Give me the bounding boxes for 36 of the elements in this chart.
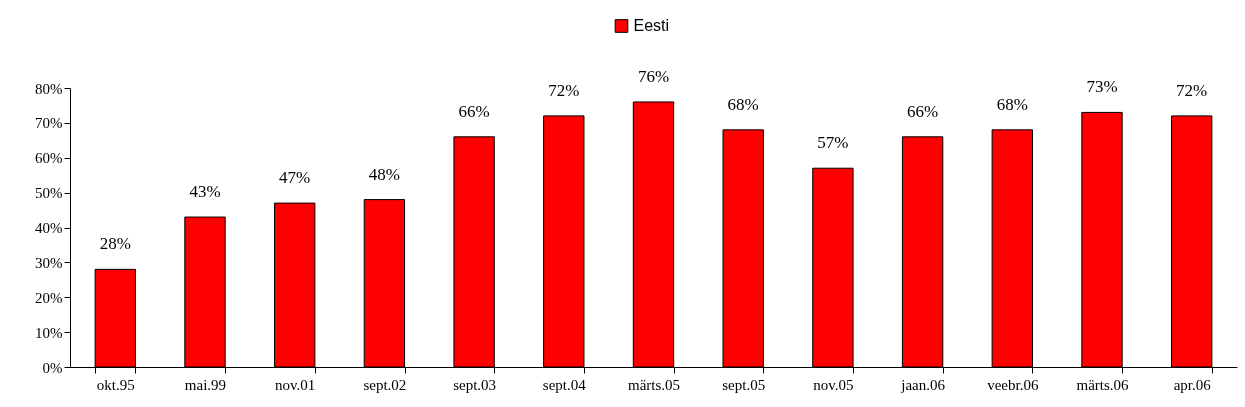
legend-label: Eesti	[633, 17, 670, 34]
data-label: 68%	[996, 94, 1028, 114]
x-tick-label: jaan.06	[900, 376, 946, 393]
x-tick-label: veebr.06	[987, 376, 1039, 393]
y-tick-label: 80%	[35, 80, 63, 97]
x-tick-label: nov.01	[275, 376, 316, 393]
data-label: 48%	[368, 164, 400, 184]
data-label: 73%	[1086, 77, 1118, 97]
x-tick-label: sept.04	[542, 376, 587, 393]
data-label: 47%	[279, 168, 311, 188]
y-tick-label: 60%	[35, 150, 63, 167]
y-tick-label: 10%	[35, 324, 63, 341]
data-label: 72%	[1176, 80, 1208, 100]
y-tick-label: 20%	[35, 289, 63, 306]
x-tick-label: mai.99	[184, 376, 227, 393]
data-label: 28%	[99, 234, 131, 254]
y-tick-label: 40%	[35, 220, 63, 236]
data-label: 72%	[548, 80, 580, 100]
x-tick-label: märts.06	[1076, 376, 1130, 393]
y-tick-label: 0%	[42, 359, 63, 376]
data-label: 66%	[907, 101, 939, 121]
data-label: 76%	[637, 66, 670, 86]
data-label: 57%	[817, 133, 849, 153]
data-label: 66%	[458, 101, 490, 121]
x-tick-label: sept.05	[722, 376, 766, 393]
x-tick-label: sept.03	[453, 376, 497, 393]
y-tick-label: 70%	[35, 115, 63, 132]
data-label: 68%	[727, 94, 759, 114]
x-tick-label: apr.06	[1173, 376, 1212, 393]
data-label: 43%	[189, 182, 221, 202]
x-tick-label: märts.05	[627, 376, 681, 393]
x-tick-label: okt.95	[96, 376, 135, 393]
y-tick-label: 50%	[35, 185, 63, 202]
x-tick-label: sept.02	[363, 376, 407, 393]
y-tick-label: 30%	[35, 254, 63, 271]
x-tick-label: nov.05	[813, 376, 854, 393]
